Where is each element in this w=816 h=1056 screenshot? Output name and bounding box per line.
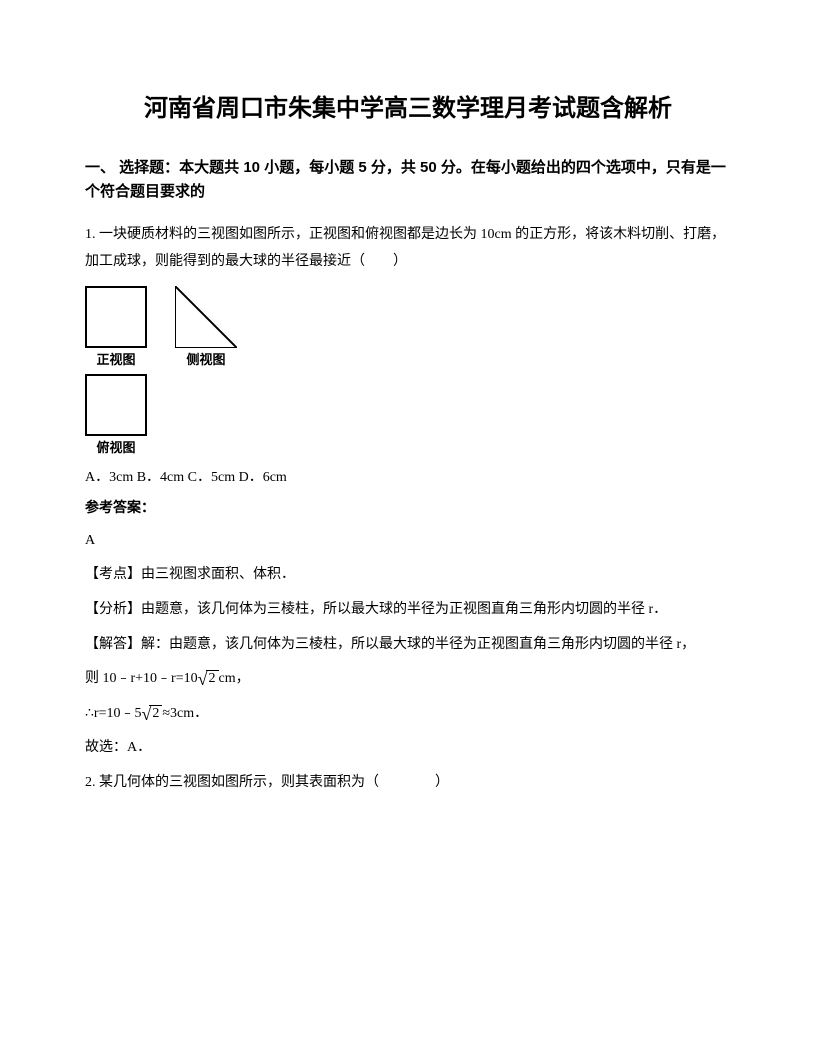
eq1-pre: 则 10﹣r+10﹣r=10 [85, 671, 198, 686]
side-view-label: 侧视图 [186, 350, 225, 371]
section-header: 一、 选择题：本大题共 10 小题，每小题 5 分，共 50 分。在每小题给出的… [85, 156, 731, 204]
answer-label: 参考答案： [85, 498, 731, 520]
exam-title: 河南省周口市朱集中学高三数学理月考试题含解析 [85, 90, 731, 128]
question-1-conclusion: 故选：A． [85, 735, 731, 762]
question-1-analysis: 【分析】由题意，该几何体为三棱柱，所以最大球的半径为正视图直角三角形内切圆的半径… [85, 597, 731, 624]
side-view-triangle [175, 286, 237, 348]
front-view-square [85, 286, 147, 348]
eq2-pre: ∴r=10﹣5 [85, 706, 141, 721]
eq2-post: ≈3cm． [162, 706, 208, 721]
top-view-square [85, 374, 147, 436]
eq2-sqrt-val: 2 [149, 705, 162, 723]
question-2-text: 2. 某几何体的三视图如图所示，则其表面积为（ ） [85, 770, 731, 797]
three-views-diagram: 正视图 侧视图 俯视图 [85, 286, 731, 460]
sqrt-icon: √2 [198, 670, 219, 688]
question-1-options: A．3cm B．4cm C．5cm D．6cm [85, 467, 731, 489]
eq1-sqrt-val: 2 [206, 670, 219, 688]
sqrt-icon: √2 [141, 705, 162, 723]
question-1-point: 【考点】由三视图求面积、体积． [85, 562, 731, 589]
view-row-bottom: 俯视图 [85, 374, 731, 459]
question-1-text: 1. 一块硬质材料的三视图如图所示，正视图和俯视图都是边长为 10cm 的正方形… [85, 222, 731, 275]
question-1-equation-1: 则 10﹣r+10﹣r=10√2cm， [85, 666, 731, 693]
side-view-item: 侧视图 [175, 286, 237, 371]
eq1-post: cm， [219, 671, 250, 686]
front-view-item: 正视图 [85, 286, 147, 371]
top-view-item: 俯视图 [85, 374, 147, 459]
top-view-label: 俯视图 [96, 438, 135, 459]
view-row-top: 正视图 侧视图 [85, 286, 731, 371]
question-1-equation-2: ∴r=10﹣5√2≈3cm． [85, 701, 731, 728]
front-view-label: 正视图 [96, 350, 135, 371]
question-1-solution-intro: 【解答】解：由题意，该几何体为三棱柱，所以最大球的半径为正视图直角三角形内切圆的… [85, 632, 731, 659]
question-1-answer: A [85, 530, 731, 552]
